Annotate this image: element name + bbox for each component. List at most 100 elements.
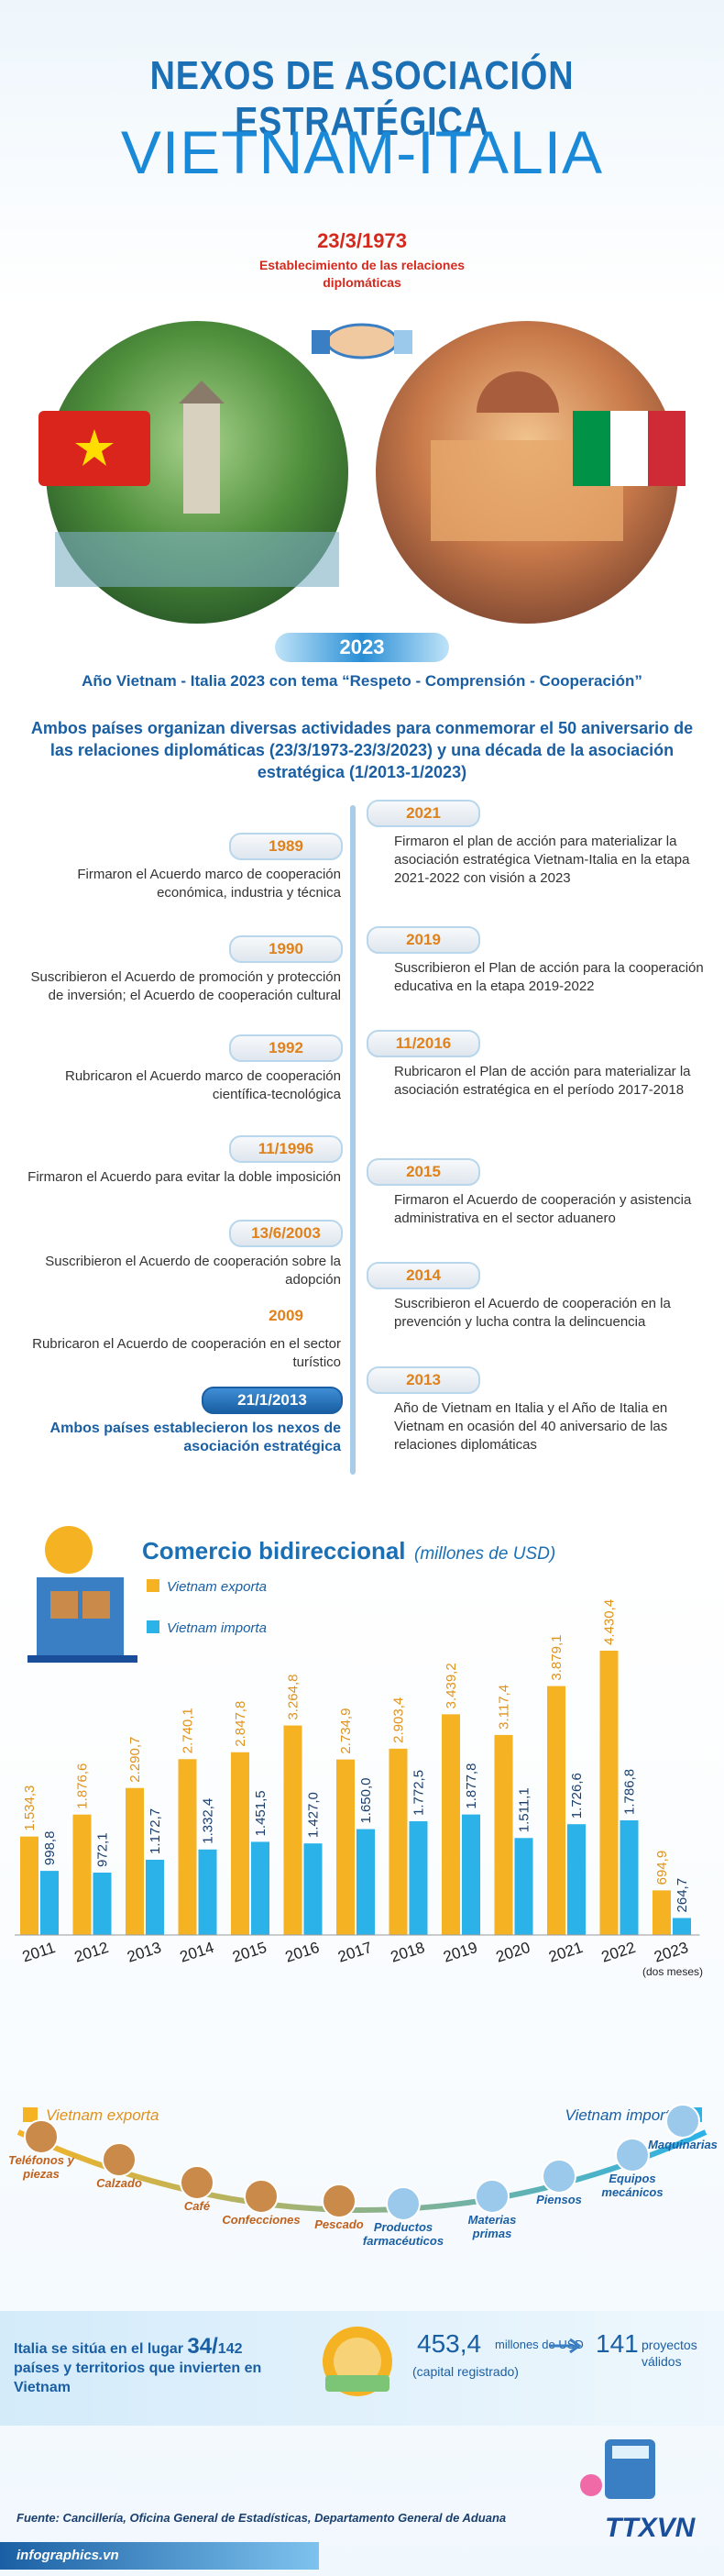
value-label: 694,9 bbox=[654, 1851, 670, 1885]
value-label: 2.740,1 bbox=[181, 1708, 196, 1753]
theme-text: Año Vietnam - Italia 2023 con tema “Resp… bbox=[82, 672, 642, 690]
legend-label: Vietnam importa bbox=[167, 1620, 267, 1636]
value-label: 1.877,8 bbox=[464, 1763, 479, 1809]
goods-icon bbox=[542, 2159, 576, 2194]
goods-label: Confecciones bbox=[222, 2213, 300, 2227]
x-tick-label: 2018 bbox=[389, 1939, 427, 1966]
goods-label: Materias primas bbox=[468, 2213, 517, 2240]
projects: 141 bbox=[596, 2329, 639, 2358]
lake bbox=[55, 532, 339, 587]
value-label: 3.117,4 bbox=[497, 1685, 512, 1730]
date: 23/3/1973 bbox=[317, 229, 407, 252]
bar bbox=[653, 1890, 671, 1935]
dome bbox=[477, 371, 559, 413]
x-tick-label: 2015 bbox=[230, 1939, 269, 1966]
bar bbox=[599, 1651, 619, 1935]
bar bbox=[251, 1841, 269, 1935]
timeline-text: Firmaron el Acuerdo de cooperación y asi… bbox=[394, 1192, 692, 1226]
x-tick-label: 2022 bbox=[599, 1939, 638, 1966]
value-label: 1.786,8 bbox=[622, 1769, 638, 1815]
x-tick-label: 2016 bbox=[283, 1939, 322, 1966]
bar bbox=[20, 1836, 38, 1935]
investment-panel: Italia se sitúa en el lugar 34/142 paíse… bbox=[0, 2311, 724, 2426]
goods-label: Equipos mecánicos bbox=[601, 2172, 663, 2199]
legend-label: Vietnam importa bbox=[565, 2106, 678, 2124]
goods-label: Productos farmacéuticos bbox=[363, 2220, 444, 2248]
bar bbox=[462, 1814, 480, 1935]
source: Fuente: Cancillería, Oficina General de … bbox=[16, 2511, 507, 2525]
chart-subtitle: (millones de USD) bbox=[414, 1544, 555, 1564]
timeline-date: 1992 bbox=[229, 1034, 343, 1062]
timeline-date: 2014 bbox=[367, 1262, 480, 1289]
timeline-date: 2019 bbox=[367, 926, 480, 954]
bar bbox=[336, 1759, 355, 1935]
value-label: 1.172,7 bbox=[148, 1808, 163, 1854]
site: infographics.vn bbox=[0, 2542, 319, 2570]
bar bbox=[442, 1714, 460, 1935]
timeline-text: Rubricaron el Acuerdo marco de cooperaci… bbox=[64, 1068, 341, 1102]
value-label: 264,7 bbox=[675, 1878, 690, 1913]
value-label: 3.264,8 bbox=[286, 1675, 302, 1720]
calculator-icon bbox=[580, 2439, 655, 2499]
trade-chart: Comercio bidireccional (millones de USD)… bbox=[15, 1526, 703, 1978]
goods-icon bbox=[615, 2138, 650, 2172]
logo: TTXVN bbox=[605, 2513, 696, 2543]
x-tick-label: 2019 bbox=[441, 1939, 479, 1966]
value-label: 1.427,0 bbox=[306, 1792, 322, 1838]
tower-roof bbox=[179, 381, 225, 404]
theme-year: 2023 bbox=[275, 633, 449, 662]
value-label: 1.772,5 bbox=[411, 1770, 427, 1816]
timeline-date: 11/1996 bbox=[229, 1135, 343, 1163]
timeline-date: 1990 bbox=[229, 935, 343, 963]
value-label: 998,8 bbox=[42, 1831, 58, 1866]
bar bbox=[126, 1787, 144, 1935]
legend-swatch bbox=[147, 1620, 159, 1633]
bar bbox=[283, 1725, 302, 1935]
value-label: 2.290,7 bbox=[127, 1737, 143, 1783]
bar bbox=[146, 1859, 164, 1935]
timeline-date: 2015 bbox=[367, 1158, 480, 1186]
legend-label: Vietnam exporta bbox=[46, 2106, 159, 2124]
value-label: 2.847,8 bbox=[233, 1701, 248, 1747]
goods-icon bbox=[322, 2184, 357, 2218]
timeline-text: Firmaron el Acuerdo para evitar la doble… bbox=[27, 1169, 341, 1185]
bar bbox=[409, 1820, 428, 1935]
timeline-text: Ambos países establecieron los nexos de … bbox=[49, 1421, 341, 1454]
timeline-text: Rubricaron el Acuerdo de cooperación en … bbox=[32, 1336, 341, 1370]
bar bbox=[178, 1759, 197, 1935]
goods-icon bbox=[665, 2104, 700, 2139]
bar bbox=[72, 1814, 92, 1935]
bar bbox=[514, 1838, 533, 1935]
x-tick-label: 2021 bbox=[546, 1939, 585, 1966]
value-label: 2.903,4 bbox=[391, 1697, 407, 1743]
warehouse-icon bbox=[27, 1526, 137, 1663]
title-line-1: NEXOS DE ASOCIACIÓN ESTRATÉGICA bbox=[149, 53, 575, 144]
rank-block: Italia se sitúa en el lugar 34/142 paíse… bbox=[14, 2336, 289, 2397]
timeline-text: Suscribieron el Acuerdo de cooperación e… bbox=[394, 1296, 671, 1330]
capital-unit: millones de USD bbox=[495, 2338, 584, 2351]
goods-label: Piensos bbox=[536, 2193, 582, 2206]
intro-text: Ambos países organizan diversas activida… bbox=[30, 719, 694, 781]
bar bbox=[547, 1686, 565, 1935]
handshake-icon bbox=[312, 323, 412, 359]
bar bbox=[40, 1871, 59, 1935]
legend-swatch bbox=[23, 2107, 38, 2122]
tower bbox=[183, 404, 220, 514]
capital-note: (capital registrado) bbox=[412, 2364, 519, 2379]
timeline-date: 2021 bbox=[367, 800, 480, 827]
value-label: 1.876,6 bbox=[75, 1763, 91, 1809]
x-tick-label: 2014 bbox=[178, 1939, 216, 1966]
date-caption: Establecimiento de las relaciones diplom… bbox=[258, 258, 466, 290]
timeline-date: 21/1/2013 bbox=[202, 1387, 343, 1414]
value-label: 1.511,1 bbox=[517, 1787, 532, 1832]
timeline-axis bbox=[350, 805, 356, 1475]
timeline-date: 1989 bbox=[229, 833, 343, 860]
timeline-date: 2013 bbox=[367, 1366, 480, 1394]
goods-label: Calzado bbox=[96, 2176, 142, 2190]
bar bbox=[494, 1734, 513, 1935]
value-label: 3.879,1 bbox=[549, 1635, 565, 1681]
bar bbox=[357, 1829, 375, 1935]
timeline-text: Rubricaron el Plan de acción para materi… bbox=[394, 1064, 691, 1098]
value-label: 3.439,2 bbox=[444, 1663, 459, 1708]
